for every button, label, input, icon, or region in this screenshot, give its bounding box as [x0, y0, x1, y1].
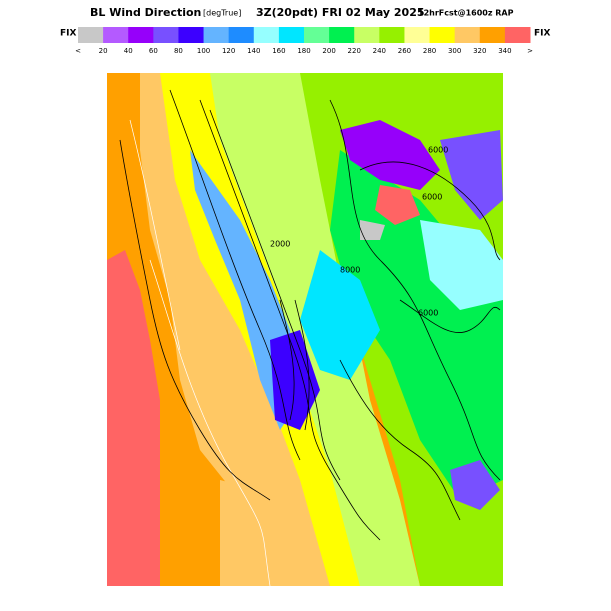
- color-swatch: [278, 27, 305, 43]
- region: [375, 185, 420, 225]
- contour-label: 6000: [418, 309, 438, 318]
- contour: [339, 359, 461, 521]
- region: [360, 220, 385, 240]
- color-swatch: [178, 27, 205, 43]
- contour: [199, 99, 381, 541]
- region: [450, 460, 500, 510]
- color-swatch: [253, 27, 280, 43]
- legend-label: 320: [473, 47, 486, 55]
- units: [degTrue]: [203, 9, 241, 18]
- region: [420, 220, 503, 310]
- legend-left-label: FIX: [60, 29, 76, 39]
- color-swatch: [504, 27, 531, 43]
- color-swatch: [153, 27, 179, 43]
- legend-label: 120: [222, 47, 235, 55]
- color-bar: <20 40 60 80 100 120 140 160 180 200 220 240 260 280 3…: [75, 27, 533, 55]
- color-swatch: [404, 27, 431, 43]
- contour-label: 8000: [340, 266, 360, 275]
- legend-label: 80: [174, 47, 183, 55]
- region: [300, 250, 380, 380]
- legend-label: 200: [322, 47, 335, 55]
- contour-label: 2000: [270, 240, 290, 249]
- legend-label: 100: [197, 47, 210, 55]
- contour-label: 6000: [428, 146, 448, 155]
- contour: [119, 139, 271, 501]
- legend-label: 20: [99, 47, 108, 55]
- contour: [209, 109, 341, 481]
- legend-label: 40: [124, 47, 133, 55]
- color-swatch: [379, 27, 405, 43]
- contour: [399, 299, 501, 334]
- color-swatch: [128, 27, 154, 43]
- contour: [329, 99, 501, 481]
- region: [220, 480, 265, 586]
- color-swatch: [329, 27, 355, 43]
- legend-label: 60: [149, 47, 158, 55]
- legend-label: 280: [423, 47, 436, 55]
- legend-label: >: [527, 47, 533, 55]
- color-swatch: [203, 27, 230, 43]
- legend-label: 260: [398, 47, 411, 55]
- valid-time: 3Z(20pdt) FRI 02 May 2025: [256, 6, 425, 19]
- color-swatch: [354, 27, 380, 43]
- legend-label: 300: [448, 47, 461, 55]
- color-swatch: [103, 27, 129, 43]
- contour: [359, 161, 501, 261]
- color-swatch: [304, 27, 330, 43]
- legend-right-label: FIX: [534, 29, 550, 39]
- contour-label: 6000: [422, 193, 442, 202]
- legend-label: 340: [498, 47, 511, 55]
- map: 6000 6000 6000 2000 8000: [107, 73, 503, 586]
- region: [440, 130, 503, 220]
- contour: [169, 89, 301, 461]
- legend-label: 180: [297, 47, 310, 55]
- color-swatch: [429, 27, 456, 43]
- forecast: 12hrFcst@1600z RAP: [418, 9, 514, 18]
- region: [107, 250, 160, 586]
- region: [340, 120, 440, 190]
- contour: [149, 259, 271, 586]
- color-swatch: [479, 27, 506, 43]
- legend-label: 220: [348, 47, 361, 55]
- color-swatch: [454, 27, 481, 43]
- title: BL Wind Direction: [90, 6, 201, 19]
- legend-label: 140: [247, 47, 260, 55]
- color-swatch: [78, 27, 104, 43]
- contour: [129, 119, 181, 351]
- color-swatch: [228, 27, 255, 43]
- legend-label: <: [75, 47, 81, 55]
- contour: [279, 299, 310, 431]
- legend-label: 240: [373, 47, 386, 55]
- region: [270, 330, 320, 430]
- legend-label: 160: [272, 47, 285, 55]
